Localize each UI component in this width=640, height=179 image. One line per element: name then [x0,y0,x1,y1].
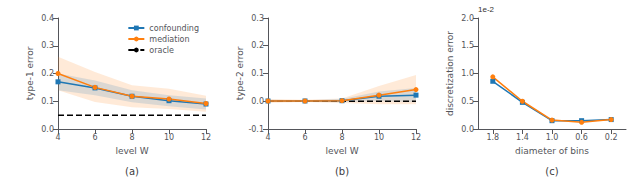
svg-text:diameter of bins: diameter of bins [515,146,589,156]
svg-text:1.0: 1.0 [461,69,474,78]
svg-text:discretization error: discretization error [445,31,455,116]
svg-text:12: 12 [411,133,421,142]
svg-text:type-1 error: type-1 error [25,46,35,100]
svg-text:(c): (c) [545,166,558,177]
svg-text:0.6: 0.6 [575,133,588,142]
svg-text:0.5: 0.5 [461,97,474,106]
svg-text:4: 4 [265,133,270,142]
svg-text:(a): (a) [125,166,139,177]
svg-text:1.0: 1.0 [546,133,559,142]
svg-text:0.0: 0.0 [41,125,54,134]
svg-text:1.4: 1.4 [516,133,529,142]
svg-text:8: 8 [129,133,134,142]
svg-text:mediation: mediation [149,35,189,44]
svg-text:10: 10 [374,133,384,142]
svg-text:(b): (b) [335,166,349,177]
svg-text:6: 6 [302,133,307,142]
svg-text:2.0: 2.0 [461,14,474,23]
svg-text:level W: level W [325,146,358,156]
svg-text:type-2 error: type-2 error [235,46,245,100]
svg-text:-0.1: -0.1 [248,125,264,134]
svg-text:6: 6 [92,133,97,142]
svg-text:0.2: 0.2 [605,133,618,142]
svg-text:0.1: 0.1 [41,97,54,106]
svg-text:8: 8 [339,133,344,142]
svg-text:0.1: 0.1 [251,69,264,78]
svg-text:0.0: 0.0 [461,125,474,134]
svg-text:0.2: 0.2 [251,41,264,50]
svg-text:1.8: 1.8 [486,133,499,142]
svg-text:0.4: 0.4 [41,14,54,23]
svg-text:4: 4 [55,133,60,142]
svg-text:1e-2: 1e-2 [478,5,495,14]
svg-text:0.0: 0.0 [251,97,264,106]
svg-text:confounding: confounding [149,24,199,33]
svg-text:10: 10 [164,133,174,142]
svg-text:1.5: 1.5 [461,41,474,50]
svg-text:0.2: 0.2 [41,69,54,78]
svg-text:0.3: 0.3 [41,41,54,50]
svg-text:0.3: 0.3 [251,14,264,23]
svg-text:12: 12 [201,133,211,142]
svg-text:level W: level W [115,146,148,156]
svg-text:oracle: oracle [149,46,174,55]
